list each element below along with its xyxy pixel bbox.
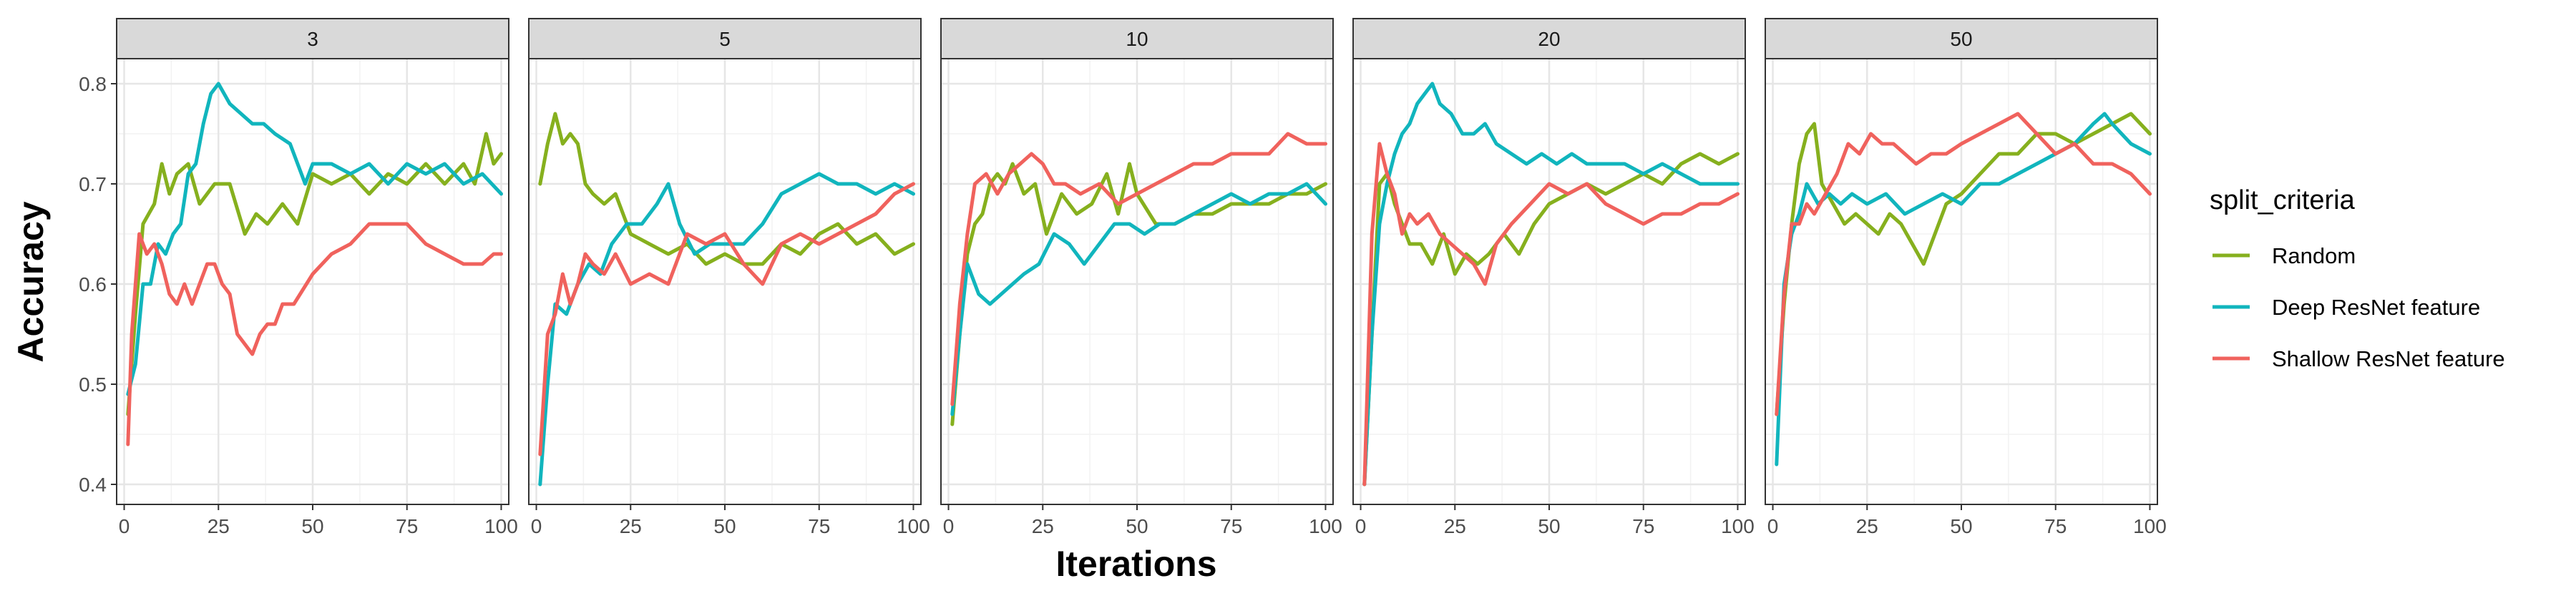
x-tick-label: 100 [897, 515, 930, 537]
x-tick-label: 0 [1767, 515, 1779, 537]
x-tick-label: 100 [2133, 515, 2167, 537]
facet-strip [940, 18, 1334, 59]
y-tick-label: 0.5 [79, 373, 107, 396]
x-tick-label: 0 [1355, 515, 1367, 537]
facet-strip-label: 3 [307, 28, 318, 50]
series-line-shallow-resnet-feature [1775, 112, 2152, 416]
x-tick-label: 0 [119, 515, 130, 537]
x-tick-label: 25 [1444, 515, 1466, 537]
x-tick-label: 100 [1309, 515, 1342, 537]
facet-strip [116, 18, 509, 59]
series-line-shallow-resnet-feature [950, 132, 1327, 406]
facet-strip-label: 10 [1126, 28, 1148, 50]
legend-label: Deep ResNet feature [2272, 295, 2480, 320]
series-line-random [126, 132, 503, 416]
panel-5: 50 25 50 75 100 [528, 18, 930, 537]
legend-entries: Random Deep ResNet feature Shallow ResNet … [2212, 243, 2505, 371]
legend-label: Random [2272, 243, 2356, 268]
panel-3: 3 0 25 50 75 100 0.4 0.5 0.6 0.7 0.8 [79, 18, 518, 537]
series-line-deep-resnet-feature [1775, 112, 2152, 466]
y-tick-label: 0.6 [79, 273, 107, 295]
legend-item-shallow-resnet-feature: Shallow ResNet feature [2212, 346, 2505, 371]
x-tick-label: 25 [1032, 515, 1054, 537]
x-tick-label: 25 [208, 515, 230, 537]
facet-strip-label: 50 [1950, 28, 1972, 50]
x-tick-label: 100 [484, 515, 518, 537]
facet-strip-label: 5 [719, 28, 731, 50]
x-tick-label: 50 [1126, 515, 1148, 537]
panel-10: 100 25 50 75 100 [940, 18, 1342, 537]
series-line-random [1775, 112, 2152, 416]
x-tick-label: 50 [301, 515, 323, 537]
y-tick-label: 0.8 [79, 73, 107, 95]
y-axis-title: Accuracy [11, 201, 51, 362]
x-tick-label: 75 [1632, 515, 1654, 537]
x-tick-label: 100 [1721, 515, 1755, 537]
facet-strip [528, 18, 922, 59]
x-tick-label: 75 [2044, 515, 2067, 537]
x-tick-label: 75 [808, 515, 830, 537]
series-line-random [950, 162, 1327, 426]
panel-50: 50 0 25 50 75 100 [1765, 18, 2167, 537]
y-tick-label: 0.7 [79, 173, 107, 195]
x-tick-label: 0 [531, 515, 542, 537]
legend-item-random: Random [2212, 243, 2356, 268]
x-tick-label: 75 [1220, 515, 1242, 537]
facet-strip-label: 20 [1538, 28, 1560, 50]
x-axis-title: Iterations [1055, 544, 1216, 584]
series-line-shallow-resnet-feature [126, 222, 503, 446]
legend-title: split_criteria [2210, 185, 2356, 215]
legend-item-deep-resnet-feature: Deep ResNet feature [2212, 295, 2480, 320]
series-line-shallow-resnet-feature [538, 182, 915, 456]
series-line-deep-resnet-feature [950, 182, 1327, 416]
panel-20: 20 0 25 50 75 100 [1352, 18, 1755, 537]
x-tick-label: 75 [396, 515, 418, 537]
series-line-deep-resnet-feature [126, 82, 503, 396]
x-tick-label: 0 [943, 515, 955, 537]
facet-strip [1352, 18, 1746, 59]
legend-label: Shallow ResNet feature [2272, 346, 2505, 371]
axis-titles: Iterations Accuracy [11, 201, 1217, 584]
x-tick-label: 25 [1856, 515, 1878, 537]
series-line-random [538, 112, 915, 266]
y-tick-label: 0.4 [79, 474, 107, 496]
x-tick-label: 25 [620, 515, 642, 537]
x-tick-label: 50 [1950, 515, 1972, 537]
x-tick-label: 50 [1538, 515, 1560, 537]
series-line-shallow-resnet-feature [1362, 142, 1740, 487]
series-line-deep-resnet-feature [1362, 82, 1740, 487]
legend: split_criteria Random Deep ResNet feature… [2210, 185, 2505, 371]
x-tick-label: 50 [713, 515, 736, 537]
